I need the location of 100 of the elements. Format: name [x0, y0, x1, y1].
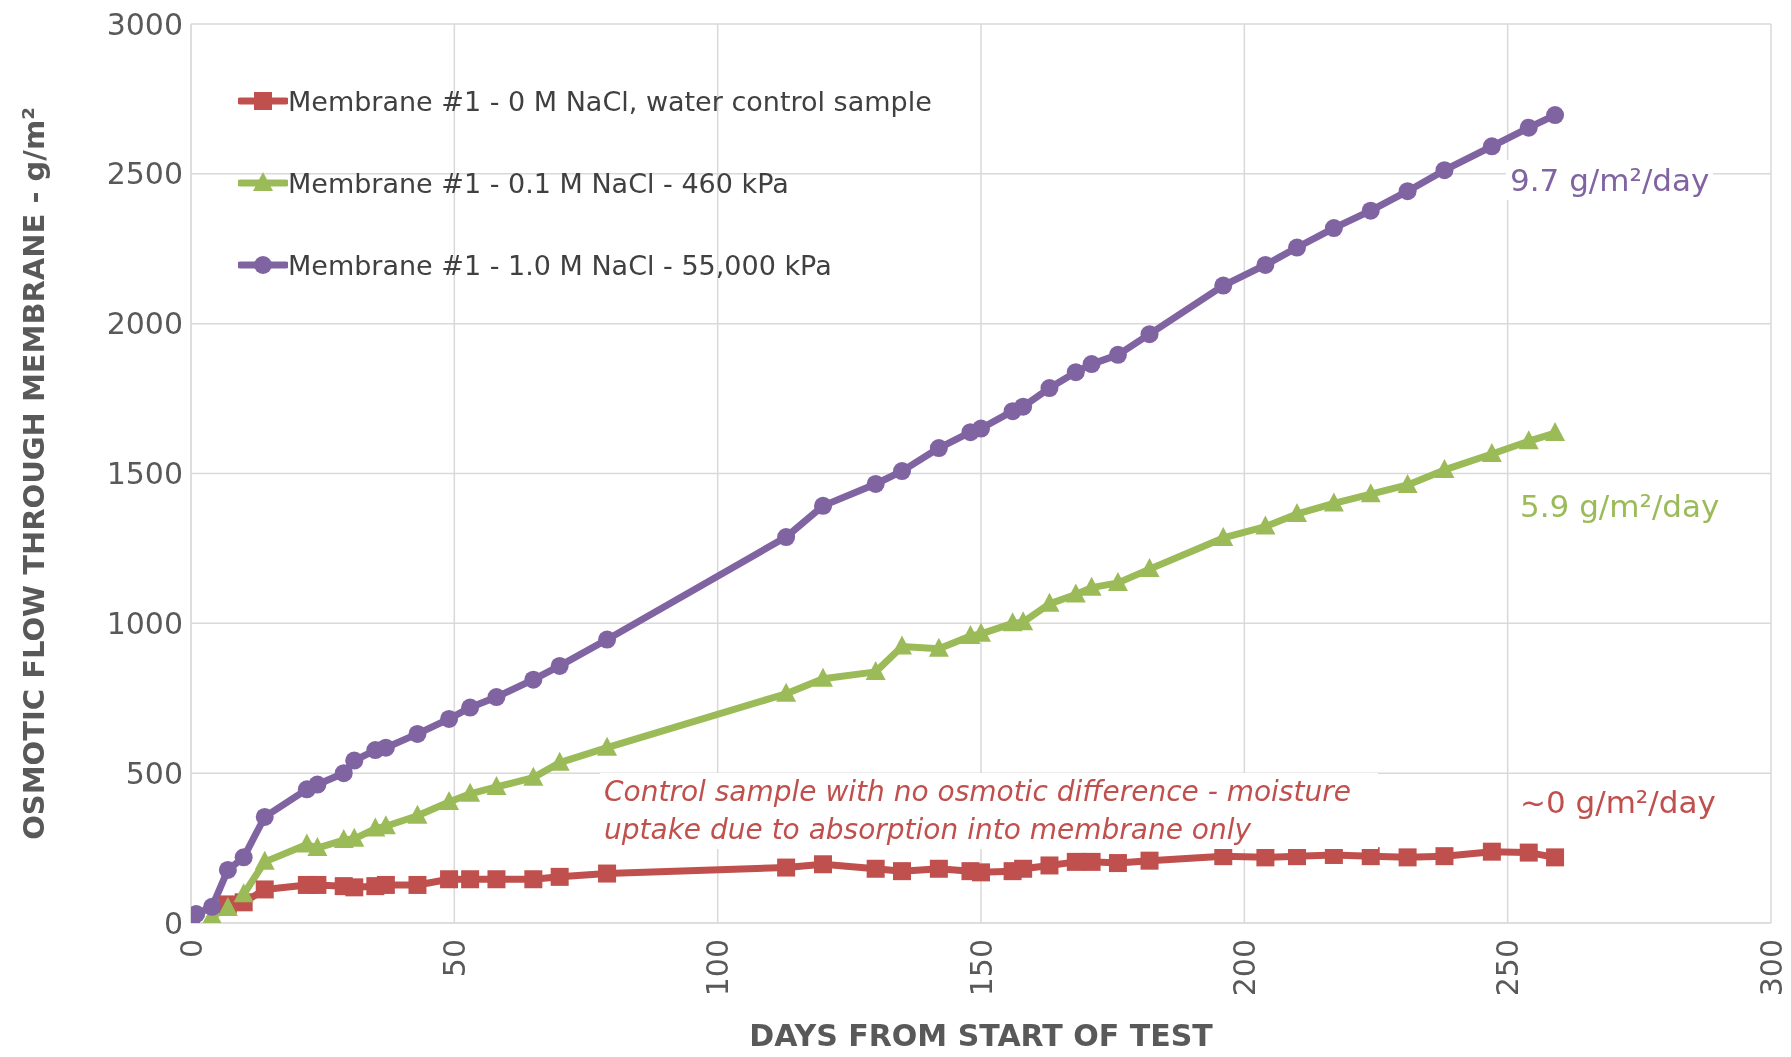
point — [776, 682, 797, 702]
legend-label: Membrane #1 - 0.1 M NaCl - 460 kPa — [288, 167, 789, 199]
point — [549, 751, 570, 771]
y-tick-label: 1500 — [106, 456, 183, 492]
point — [487, 688, 506, 707]
point — [1482, 137, 1501, 156]
point — [1040, 856, 1059, 875]
point — [487, 870, 506, 889]
point — [1360, 483, 1381, 503]
point — [777, 528, 796, 547]
annotation: 9.7 g/m²/day — [1506, 160, 1714, 200]
point — [814, 855, 832, 874]
point — [866, 859, 885, 878]
point — [1255, 515, 1276, 535]
point — [972, 419, 990, 438]
point — [1324, 219, 1343, 238]
y-tick-label: 2500 — [106, 156, 183, 192]
point — [1213, 526, 1234, 546]
x-tick-label: 250 — [1490, 939, 1526, 997]
point — [345, 878, 364, 897]
point — [550, 867, 569, 886]
point — [1323, 492, 1344, 512]
point — [461, 698, 480, 717]
point — [928, 637, 949, 657]
point — [486, 775, 507, 795]
point — [813, 667, 833, 687]
point — [1256, 848, 1275, 867]
point — [254, 850, 275, 870]
point — [408, 875, 427, 894]
point — [1082, 852, 1101, 871]
x-axis-title: DAYS FROM START OF TEST — [749, 1018, 1214, 1053]
point — [1082, 355, 1101, 374]
point — [1014, 397, 1033, 416]
point — [460, 782, 481, 802]
y-tick-label: 1000 — [106, 605, 183, 641]
point — [892, 635, 912, 655]
point — [865, 660, 886, 680]
point — [440, 870, 459, 889]
point — [255, 807, 274, 826]
point — [334, 764, 353, 783]
point — [1287, 502, 1307, 522]
point — [598, 864, 617, 883]
point — [1014, 859, 1033, 878]
point — [550, 656, 569, 675]
point — [1482, 842, 1501, 861]
x-tick-label: 150 — [963, 939, 999, 997]
point — [777, 858, 796, 877]
point — [866, 474, 885, 493]
legend-label: Membrane #1 - 0 M NaCl, water control sample — [288, 85, 932, 117]
point — [524, 670, 543, 689]
point — [1481, 443, 1502, 463]
x-tick-label: 50 — [436, 939, 472, 978]
point — [523, 766, 544, 786]
point — [1435, 847, 1454, 866]
point — [1140, 325, 1159, 344]
point — [255, 880, 274, 899]
point — [440, 709, 459, 728]
point — [1519, 843, 1538, 862]
point — [234, 848, 253, 867]
point — [1435, 161, 1454, 180]
point — [1140, 851, 1159, 870]
point — [1545, 422, 1566, 442]
point — [1139, 558, 1160, 578]
annotation: ~0 g/m²/day — [1516, 782, 1720, 822]
point — [1256, 255, 1275, 274]
point — [345, 751, 364, 770]
point — [524, 870, 543, 889]
point — [1108, 345, 1127, 364]
point — [203, 897, 222, 916]
y-tick-label: 3000 — [106, 6, 183, 42]
point — [1107, 571, 1128, 591]
point — [1519, 118, 1538, 137]
x-tick-label: 300 — [1753, 939, 1789, 997]
point — [1397, 473, 1418, 493]
point — [1546, 848, 1565, 867]
point — [408, 724, 427, 743]
point — [439, 790, 460, 810]
y-axis-title: OSMOTIC FLOW THROUGH MEMBRANE - g/m² — [17, 107, 52, 840]
y-tick-label: 500 — [125, 755, 183, 791]
point — [1361, 847, 1380, 866]
point — [376, 738, 395, 757]
x-tick-label: 200 — [1226, 939, 1262, 997]
legend-label: Membrane #1 - 1.0 M NaCl - 55,000 kPa — [288, 249, 832, 281]
y-tick-label: 2000 — [106, 306, 183, 342]
point — [1065, 583, 1086, 603]
point — [814, 496, 832, 515]
point — [376, 875, 395, 894]
point — [972, 863, 990, 882]
x-tick-label: 100 — [700, 939, 736, 997]
point — [1546, 106, 1565, 125]
annotation: Control sample with no osmotic difference - moisture uptake due to absorption into membrane only — [600, 773, 1378, 849]
point — [929, 439, 948, 458]
point — [1518, 430, 1539, 450]
point — [1040, 379, 1059, 398]
point — [308, 775, 327, 794]
point — [461, 870, 480, 889]
point — [893, 862, 911, 881]
point — [233, 883, 254, 903]
point — [597, 736, 618, 756]
point — [307, 837, 328, 857]
